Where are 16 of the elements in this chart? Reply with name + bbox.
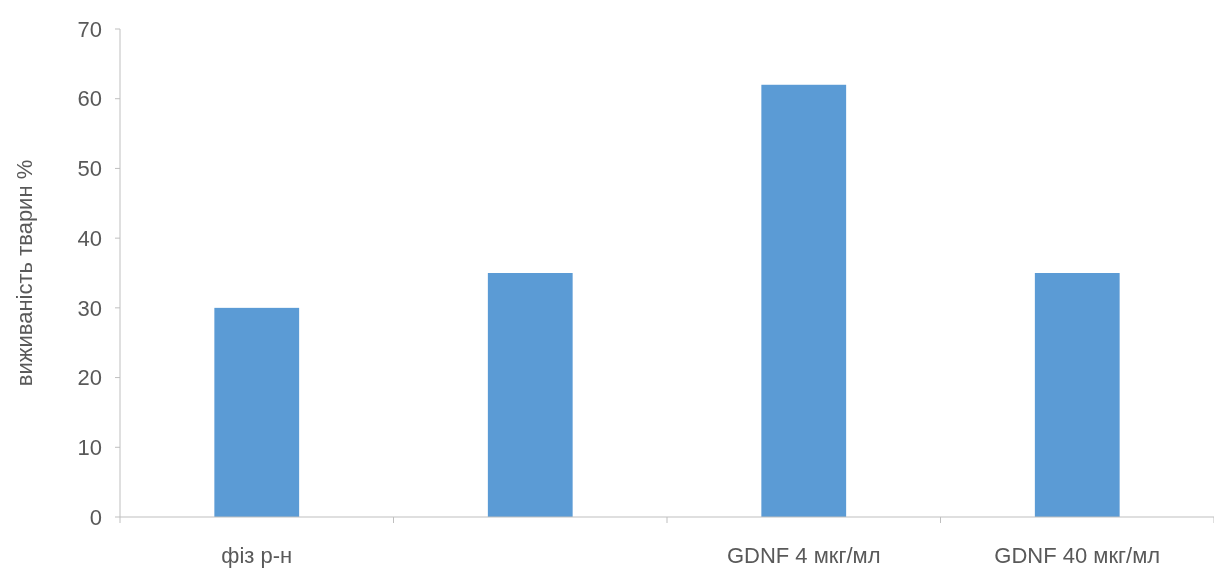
y-tick-label: 50: [77, 156, 102, 182]
bar: [761, 84, 847, 517]
x-tick-label: фіз р-н: [221, 543, 293, 568]
y-tick-label: 60: [77, 86, 102, 112]
x-tick-label: GDNF 4 мкг/мл: [726, 543, 881, 568]
y-tick-label: 20: [77, 365, 102, 391]
y-tick-label: 30: [77, 295, 102, 321]
y-tick-label: 0: [89, 504, 102, 530]
bar: [1034, 273, 1120, 517]
y-tick-label: 70: [77, 16, 102, 42]
y-axis-title: виживаність тварин %: [12, 159, 37, 387]
bar: [487, 273, 573, 517]
x-tick-label: GDNF 40 мкг/мл: [994, 543, 1161, 568]
bar: [214, 307, 300, 517]
y-tick-label: 40: [77, 225, 102, 251]
y-tick-label: 10: [77, 434, 102, 460]
